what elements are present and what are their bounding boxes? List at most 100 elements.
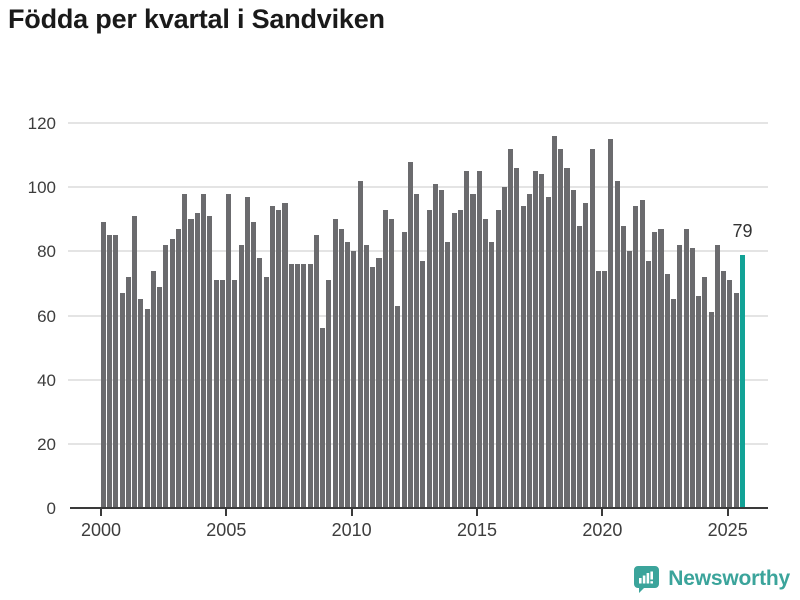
bar-2001-Q2 <box>132 216 138 508</box>
bar-2020-Q1 <box>602 270 608 508</box>
chart-title: Födda per kvartal i Sandviken <box>8 4 385 34</box>
y-axis-tick-label: 80 <box>37 242 56 262</box>
bar-2005-Q2 <box>232 280 238 508</box>
bar-2013-Q3 <box>439 190 445 508</box>
bar-2017-Q1 <box>526 193 532 508</box>
bar-2020-Q2 <box>608 139 614 508</box>
bar-2002-Q4 <box>169 238 175 508</box>
bar-2013-Q1 <box>426 209 432 508</box>
bar-2014-Q1 <box>451 212 457 508</box>
bar-2020-Q4 <box>620 225 626 508</box>
bar-2000-Q3 <box>113 235 119 508</box>
bar-2020-Q3 <box>614 180 620 508</box>
bar-2023-Q2 <box>683 228 689 508</box>
mini-bar-chart-glyph <box>639 571 654 584</box>
bar-2016-Q2 <box>508 148 514 508</box>
x-axis-line <box>70 507 768 509</box>
bar-2022-Q2 <box>658 228 664 508</box>
bar-2011-Q2 <box>382 209 388 508</box>
bar-2010-Q3 <box>363 244 369 508</box>
bar-2022-Q4 <box>670 299 677 508</box>
bar-2017-Q3 <box>539 174 545 508</box>
bar-2019-Q2 <box>583 203 589 508</box>
bar-2024-Q2 <box>708 312 714 508</box>
bar-2001-Q3 <box>138 299 144 508</box>
bar-2017-Q2 <box>533 171 539 508</box>
x-axis-tick-label: 2015 <box>456 520 498 540</box>
bar-2018-Q1 <box>551 135 558 508</box>
bar-2005-Q3 <box>238 244 244 508</box>
bar-2022-Q1 <box>652 232 658 508</box>
bar-2006-Q2 <box>257 257 263 508</box>
bar-2012-Q2 <box>407 161 413 508</box>
bar-2018-Q2 <box>558 148 564 508</box>
bar-2009-Q4 <box>345 241 351 508</box>
bar-2006-Q4 <box>269 206 275 508</box>
x-axis-tick-2000 <box>100 509 102 516</box>
bar-2019-Q1 <box>576 225 583 508</box>
bar-2014-Q4 <box>470 193 476 508</box>
bar-2021-Q1 <box>627 251 633 508</box>
x-axis-tick-2025 <box>726 509 729 516</box>
x-axis-tick-label: 2000 <box>80 520 122 540</box>
bar-2004-Q2 <box>207 216 213 508</box>
bar-2008-Q2 <box>307 264 313 508</box>
bar-2023-Q3 <box>689 248 695 508</box>
x-axis-tick-2010 <box>350 509 353 516</box>
bar-2000-Q2 <box>106 235 113 508</box>
bar-2021-Q2 <box>633 206 639 508</box>
y-axis-tick-label: 0 <box>46 499 56 518</box>
gridline-120 <box>68 122 768 124</box>
y-axis-tick-label: 60 <box>37 306 56 326</box>
bar-2025-Q2 <box>733 293 739 508</box>
bar-2002-Q3 <box>163 244 169 508</box>
bar-2021-Q4 <box>645 260 652 508</box>
bar-2014-Q2 <box>457 209 463 508</box>
bar-2016-Q4 <box>520 206 526 508</box>
bar-2025-Q1 <box>727 280 733 508</box>
bar-2024-Q3 <box>714 244 720 508</box>
bar-2015-Q3 <box>489 241 495 508</box>
y-axis-tick-label: 100 <box>27 178 56 198</box>
bar-2007-Q4 <box>294 264 301 508</box>
bar-2003-Q3 <box>188 219 194 508</box>
bar-2001-Q4 <box>144 309 150 508</box>
bar-2012-Q1 <box>401 232 407 508</box>
y-axis-tick-label: 120 <box>27 114 56 133</box>
bar-2016-Q1 <box>501 187 507 508</box>
bar-2015-Q4 <box>495 209 501 508</box>
bar-2018-Q3 <box>564 167 570 508</box>
bar-2000-Q1 <box>100 222 106 508</box>
bar-2008-Q1 <box>301 264 307 508</box>
bar-2011-Q4 <box>395 305 401 508</box>
bar-2009-Q1 <box>326 280 332 508</box>
bar-2023-Q4 <box>696 296 702 508</box>
bar-chart-speech-bubble-icon <box>634 566 660 593</box>
bar-2010-Q2 <box>357 180 363 508</box>
bar-2001-Q1 <box>125 277 131 508</box>
bar-2024-Q1 <box>702 277 708 508</box>
x-axis-tick-2005 <box>225 509 228 516</box>
newsworthy-logo: Newsworthy <box>631 564 790 594</box>
bar-2011-Q1 <box>376 257 382 508</box>
y-axis-tick-label: 20 <box>37 434 56 454</box>
bar-2019-Q3 <box>589 148 595 508</box>
bar-2018-Q4 <box>570 190 576 508</box>
bar-2003-Q4 <box>194 212 200 508</box>
bar-2004-Q1 <box>200 193 207 508</box>
bar-2010-Q1 <box>351 251 357 508</box>
x-axis-tick-label: 2020 <box>582 520 623 540</box>
bar-2014-Q3 <box>464 171 470 508</box>
x-axis-tick-label: 2025 <box>707 520 748 540</box>
bar-2012-Q4 <box>420 260 426 508</box>
bar-2003-Q1 <box>175 228 181 508</box>
bar-2023-Q1 <box>677 244 683 508</box>
bar-2008-Q4 <box>320 328 326 508</box>
highlighted-bar-2025-Q3 <box>739 254 746 508</box>
bar-2007-Q2 <box>282 203 288 508</box>
bar-2009-Q2 <box>332 219 338 508</box>
bar-2016-Q3 <box>514 167 520 508</box>
bar-2012-Q3 <box>414 193 420 508</box>
x-axis-tick-2015 <box>476 509 479 516</box>
bar-2019-Q4 <box>595 270 601 508</box>
